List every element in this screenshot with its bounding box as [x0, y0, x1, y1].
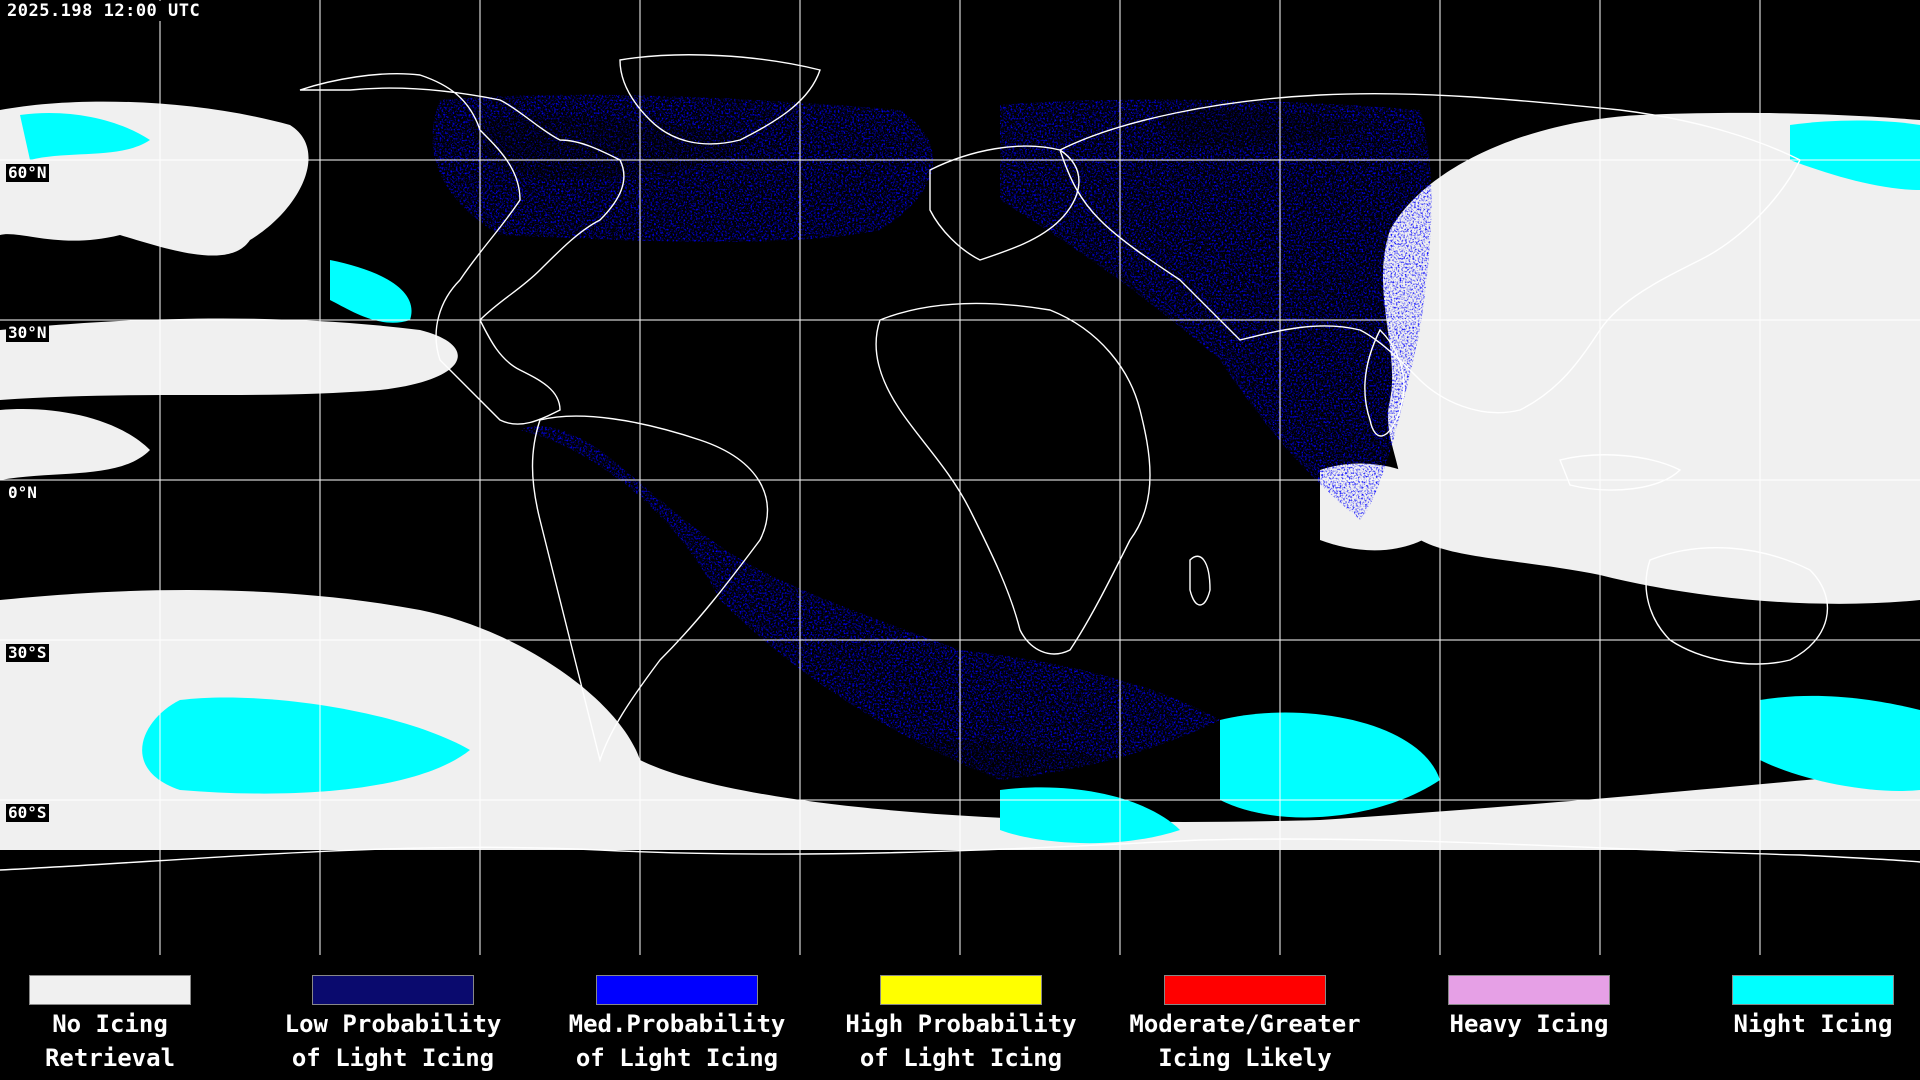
legend-swatch-med-probability — [596, 975, 758, 1005]
legend-label-line2: of Light Icing — [291, 1044, 495, 1072]
night-icing-region — [20, 112, 1920, 844]
product-timestamp: 2025.198 12:00 UTC — [4, 1, 204, 21]
legend-label-line2: of Light Icing — [859, 1044, 1063, 1072]
lat-label-equator: 0°N — [6, 483, 39, 502]
legend-label-line1: Heavy Icing — [1449, 1010, 1609, 1038]
legend-label-line1: No Icing — [52, 1010, 168, 1038]
legend-label-line1: Med.Probability — [568, 1010, 786, 1038]
legend-item-high-probability: High Probability of Light Icing — [826, 975, 1096, 1073]
legend-swatch-high-probability — [880, 975, 1042, 1005]
lat-label-60s: 60°S — [6, 803, 49, 822]
world-map — [0, 0, 1920, 955]
legend-label-line2: of Light Icing — [575, 1044, 779, 1072]
legend-swatch-low-probability — [312, 975, 474, 1005]
legend-label-line2: Retrieval — [44, 1044, 176, 1072]
legend-label-line1: Moderate/Greater — [1129, 1010, 1361, 1038]
legend-swatch-heavy-icing — [1448, 975, 1610, 1005]
map-panel: 2025.198 12:00 UTC 60°N 30°N 0°N 30°S 60… — [0, 0, 1920, 955]
legend-swatch-moderate-greater — [1164, 975, 1326, 1005]
legend-label-line1: Low Probability — [284, 1010, 502, 1038]
legend-label-line1: Night Icing — [1733, 1010, 1893, 1038]
lat-label-30s: 30°S — [6, 643, 49, 662]
legend-item-med-probability: Med.Probability of Light Icing — [542, 975, 812, 1073]
legend-item-low-probability: Low Probability of Light Icing — [258, 975, 528, 1073]
lat-label-60n: 60°N — [6, 163, 49, 182]
lat-label-30n: 30°N — [6, 323, 49, 342]
legend-label-line2: Icing Likely — [1158, 1044, 1332, 1072]
legend-item-heavy-icing: Heavy Icing — [1394, 975, 1664, 1039]
legend-swatch-no-icing — [29, 975, 191, 1005]
legend-item-night-icing: Night Icing — [1678, 975, 1920, 1039]
icing-probability-field — [432, 94, 1432, 790]
graticule — [0, 0, 1920, 955]
legend-item-no-icing: No Icing Retrieval — [0, 975, 245, 1073]
legend-label-line1: High Probability — [845, 1010, 1077, 1038]
legend-item-moderate-greater: Moderate/Greater Icing Likely — [1110, 975, 1380, 1073]
legend: No Icing Retrieval Low Probability of Li… — [0, 955, 1920, 1080]
legend-swatch-night-icing — [1732, 975, 1894, 1005]
